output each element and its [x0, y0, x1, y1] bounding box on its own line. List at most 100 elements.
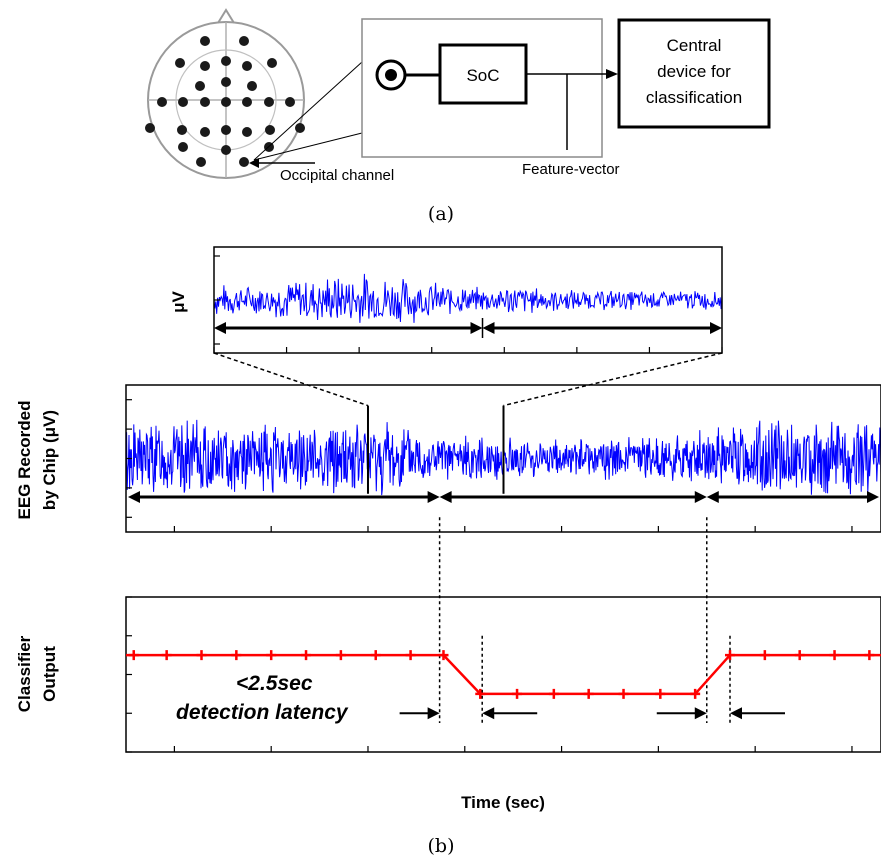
electrode-dot — [265, 125, 275, 135]
classifier-point — [128, 650, 139, 661]
inset-segments — [214, 318, 722, 338]
arrow-left-icon — [214, 322, 226, 334]
classifier-y-label-2: Output — [40, 646, 59, 702]
inset-x-axis — [213, 347, 723, 353]
classifier-point — [196, 650, 207, 661]
eeg-chart: EEG Recorded by Chip (μV) — [15, 352, 881, 533]
arrow-left-icon — [128, 491, 140, 503]
classifier-point — [512, 688, 523, 699]
zoom-connectors — [213, 352, 723, 494]
soc-label: SoC — [466, 66, 499, 85]
classifier-point — [266, 650, 277, 661]
electrode-dot — [196, 157, 206, 167]
central-device-line-1: Central — [667, 36, 722, 55]
classifier-plot-area — [125, 650, 881, 699]
caption-a: (a) — [428, 203, 454, 225]
nose-icon — [217, 8, 235, 24]
classifier-point — [725, 650, 735, 661]
eeg-segments — [128, 491, 879, 503]
arrow-right-icon — [694, 491, 707, 503]
electrode-dot — [221, 145, 231, 155]
electrode-dot — [295, 123, 305, 133]
classifier-y-axis — [126, 596, 132, 753]
electrode-dot — [239, 36, 249, 46]
transition-markers — [399, 517, 785, 723]
eeg-y-label-2: by Chip (μV) — [40, 410, 59, 510]
arrow-right-icon — [867, 491, 879, 503]
arrow-right-icon — [710, 322, 722, 334]
classifier-point — [301, 650, 312, 661]
electrode-dot — [247, 81, 257, 91]
electrode-dot — [242, 97, 252, 107]
electrode-dot — [195, 81, 205, 91]
classifier-point — [335, 650, 346, 661]
eeg-y-axis — [126, 399, 132, 518]
electrode-dot — [178, 97, 188, 107]
electrode-dot — [221, 56, 231, 66]
inset-chart: μV — [169, 246, 723, 354]
electrode-dot — [145, 123, 155, 133]
classifier-point — [759, 650, 770, 661]
electrode-dot — [178, 142, 188, 152]
arrow-left-icon — [706, 491, 719, 503]
electrode-dot — [221, 77, 231, 87]
central-device-box — [617, 18, 771, 129]
classifier-point — [655, 688, 666, 699]
electrode-dot — [200, 97, 210, 107]
head-diagram — [145, 8, 305, 179]
zoom-line-top — [253, 61, 363, 161]
classifier-point — [794, 650, 805, 661]
electrode-core-icon — [385, 69, 397, 81]
soc-box — [438, 43, 528, 105]
classifier-point — [829, 650, 840, 661]
arrow-right-icon — [427, 491, 440, 503]
classifier-point — [548, 688, 559, 699]
arrow-right-icon — [694, 707, 707, 720]
inset-y-label: μV — [169, 290, 188, 312]
electrode-dot — [264, 97, 274, 107]
electrode-dot — [285, 97, 295, 107]
electrode-dot — [221, 97, 231, 107]
electrode-dot — [200, 61, 210, 71]
occipital-arrowhead — [249, 158, 259, 168]
classifier-point — [864, 650, 875, 661]
classifier-y-label-1: Classifier — [15, 635, 34, 712]
classifier-point — [161, 650, 172, 661]
central-device-line-3: classification — [646, 88, 742, 107]
classifier-point — [618, 688, 629, 699]
arrow-left-icon — [439, 491, 452, 503]
eeg-trace — [213, 273, 723, 323]
electrode-dot — [175, 58, 185, 68]
eeg-y-label-1: EEG Recorded — [15, 400, 34, 519]
classifier-point — [438, 650, 449, 661]
classifier-point — [583, 688, 594, 699]
x-axis-label: Time (sec) — [461, 793, 545, 812]
zoom-line-bottom — [253, 132, 363, 161]
classifier-x-axis — [173, 746, 853, 752]
arrow-right-icon — [470, 322, 483, 334]
arrow-right-icon — [427, 707, 440, 720]
classifier-point — [475, 688, 486, 699]
zoom-connector-right — [503, 352, 723, 407]
electrode-dot — [267, 58, 277, 68]
panel-b: μV EEG Recorded by Chip (μV) Classifier … — [15, 246, 881, 857]
panel-a: Occipital channel SoC Feature-vector Cen… — [145, 8, 771, 225]
classifier-point — [231, 650, 242, 661]
occipital-label: Occipital channel — [280, 167, 394, 184]
electrode-dot — [157, 97, 167, 107]
electrode-dot — [177, 125, 187, 135]
inset-plot-area — [213, 273, 723, 323]
classifier-line — [125, 653, 881, 696]
electrode-dot — [221, 125, 231, 135]
arrow-left-icon — [482, 707, 495, 720]
classifier-point — [405, 650, 416, 661]
classifier-chart: Classifier Output Time (sec) <2.5sec det… — [15, 517, 881, 812]
feature-arrowhead — [606, 69, 618, 79]
latency-annotation-1: <2.5sec — [236, 672, 313, 695]
electrode-dot — [242, 127, 252, 137]
caption-b: (b) — [428, 835, 455, 857]
electrode-group — [145, 36, 305, 167]
zoom-connector-left — [213, 352, 369, 407]
classifier-point — [370, 650, 381, 661]
